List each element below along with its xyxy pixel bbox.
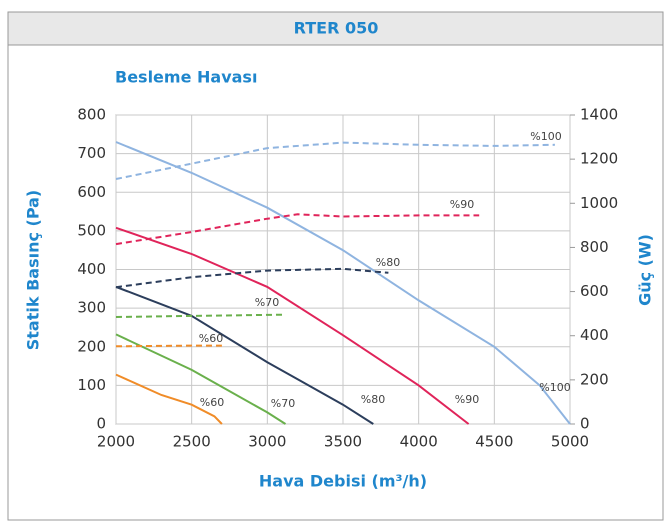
y-tick-label: 400 xyxy=(77,260,106,278)
y-tick-label: 100 xyxy=(77,376,106,394)
x-tick-label: 4500 xyxy=(475,433,513,451)
power-line xyxy=(115,313,283,318)
x-axis-label: Hava Debisi (m³/h) xyxy=(259,472,427,491)
curve-label: %100 xyxy=(530,130,561,143)
y-tick-label: 0 xyxy=(96,415,106,433)
power-line xyxy=(115,344,222,348)
y2-tick-label: 1400 xyxy=(580,106,618,124)
y2-tick-label: 600 xyxy=(580,282,609,300)
y2-tick-label: 800 xyxy=(580,238,609,256)
y2-tick-label: 1200 xyxy=(580,150,618,168)
curve-label: %70 xyxy=(271,397,295,410)
chart-title: Besleme Havası xyxy=(115,68,257,87)
power-line xyxy=(115,267,389,289)
pressure-line xyxy=(115,141,571,425)
power-line xyxy=(115,141,555,180)
pressure-line xyxy=(115,285,374,425)
y2-tick-label: 400 xyxy=(580,326,609,344)
x-tick-label: 2500 xyxy=(173,433,211,451)
curve-label: %60 xyxy=(199,332,223,345)
y-tick-label: 700 xyxy=(77,144,106,162)
curve-label: %90 xyxy=(450,198,474,211)
x-tick-label: 4000 xyxy=(400,433,438,451)
y-tick-label: 200 xyxy=(77,337,106,355)
curve-label: %90 xyxy=(455,393,479,406)
x-tick-label: 2000 xyxy=(97,433,135,451)
y-axis-label: Statik Basınç (Pa) xyxy=(24,190,43,350)
y-tick-label: 800 xyxy=(77,106,106,124)
x-tick-label: 5000 xyxy=(551,433,589,451)
x-tick-label: 3500 xyxy=(324,433,362,451)
pressure-line xyxy=(115,226,470,425)
curve-label: %80 xyxy=(361,393,385,406)
y2-axis-label: Güç (W) xyxy=(636,234,655,306)
curve-label: %80 xyxy=(376,256,400,269)
curve-label: %60 xyxy=(200,396,224,409)
x-tick-label: 3000 xyxy=(248,433,286,451)
pressure-line xyxy=(115,373,223,425)
y-tick-label: 300 xyxy=(77,299,106,317)
y-tick-label: 600 xyxy=(77,183,106,201)
pressure-line xyxy=(115,333,287,425)
header-title: RTER 050 xyxy=(294,19,379,38)
curve-label: %100 xyxy=(539,381,570,394)
curve-label: %70 xyxy=(255,296,279,309)
y2-tick-label: 1000 xyxy=(580,194,618,212)
y2-tick-label: 0 xyxy=(580,415,590,433)
y-tick-label: 500 xyxy=(77,221,106,239)
y2-tick-label: 200 xyxy=(580,370,609,388)
power-line xyxy=(115,213,480,246)
header-bar xyxy=(7,11,664,46)
